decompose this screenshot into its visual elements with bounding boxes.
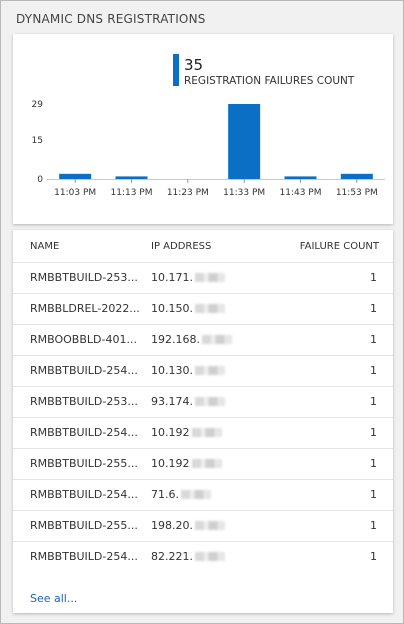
cell-ip: 93.174. bbox=[151, 395, 225, 408]
redaction-blur bbox=[195, 521, 225, 530]
cell-failure-count: 1 bbox=[370, 550, 377, 563]
cell-name: RMBBTBUILD-253... bbox=[30, 395, 138, 408]
legend-label: REGISTRATION FAILURES COUNT bbox=[184, 75, 355, 87]
y-tick-label: 15 bbox=[32, 136, 43, 146]
cell-failure-count: 1 bbox=[370, 519, 377, 532]
x-tick-label: 11:33 PM bbox=[223, 188, 265, 198]
redaction-blur bbox=[195, 366, 225, 375]
redaction-blur bbox=[191, 459, 222, 468]
chart-card[interactable]: 35 REGISTRATION FAILURES COUNT 0 15 29 11:03 … bbox=[13, 34, 393, 224]
bar[interactable] bbox=[284, 176, 317, 179]
cell-name: RMBOOBBLD-401... bbox=[30, 333, 137, 346]
see-all-link[interactable]: See all... bbox=[30, 592, 78, 605]
cell-ip: 198.20. bbox=[151, 519, 225, 532]
table-row[interactable]: RMBBTBUILD-253... 10.171. 1 bbox=[13, 263, 393, 294]
redaction-blur bbox=[191, 428, 222, 437]
cell-ip: 10.192 bbox=[151, 426, 222, 439]
bar[interactable] bbox=[340, 173, 373, 179]
cell-failure-count: 1 bbox=[370, 488, 377, 501]
cell-name: RMBBTBUILD-254... bbox=[30, 488, 138, 501]
header-failure-count[interactable]: FAILURE COUNT bbox=[299, 241, 379, 252]
cell-ip: 71.6. bbox=[151, 488, 211, 501]
registrations-table: NAME IP ADDRESS FAILURE COUNT RMBBTBUILD… bbox=[13, 230, 393, 613]
table-row[interactable]: RMBBTBUILD-254... 82.221. 1 bbox=[13, 542, 393, 572]
cell-failure-count: 1 bbox=[370, 457, 377, 470]
cell-name: RMBBTBUILD-254... bbox=[30, 364, 138, 377]
redaction-blur bbox=[195, 397, 225, 406]
cell-failure-count: 1 bbox=[370, 271, 377, 284]
redaction-blur bbox=[181, 490, 211, 499]
bar[interactable] bbox=[59, 173, 92, 179]
cell-ip: 10.171. bbox=[151, 271, 225, 284]
redaction-blur bbox=[195, 552, 225, 561]
table-body: RMBBTBUILD-253... 10.171. 1 RMBBLDREL-20… bbox=[13, 263, 393, 572]
table-row[interactable]: RMBBLDREL-2022... 10.150. 1 bbox=[13, 294, 393, 325]
cell-failure-count: 1 bbox=[370, 333, 377, 346]
header-name[interactable]: NAME bbox=[30, 241, 60, 252]
cell-failure-count: 1 bbox=[370, 395, 377, 408]
legend-color-marker bbox=[173, 54, 179, 86]
redaction-blur bbox=[201, 335, 232, 344]
bar[interactable] bbox=[228, 104, 261, 179]
cell-ip: 82.221. bbox=[151, 550, 225, 563]
cell-failure-count: 1 bbox=[370, 364, 377, 377]
table-row[interactable]: RMBOOBBLD-401... 192.168. 1 bbox=[13, 325, 393, 356]
table-row[interactable]: RMBBTBUILD-254... 71.6. 1 bbox=[13, 480, 393, 511]
cell-name: RMBBLDREL-2022... bbox=[30, 302, 140, 315]
x-tick-label: 11:23 PM bbox=[167, 188, 209, 198]
cell-ip: 192.168. bbox=[151, 333, 232, 346]
cell-ip: 10.192 bbox=[151, 457, 222, 470]
redaction-blur bbox=[195, 304, 225, 313]
x-tick-label: 11:03 PM bbox=[54, 188, 96, 198]
cell-name: RMBBTBUILD-254... bbox=[30, 426, 138, 439]
summary-value: 35 bbox=[184, 56, 203, 74]
y-tick-label: 0 bbox=[37, 175, 43, 185]
cell-name: RMBBTBUILD-255... bbox=[30, 457, 138, 470]
tile-title: DYNAMIC DNS REGISTRATIONS bbox=[16, 12, 206, 26]
cell-name: RMBBTBUILD-254... bbox=[30, 550, 138, 563]
cell-ip: 10.130. bbox=[151, 364, 225, 377]
table-header: NAME IP ADDRESS FAILURE COUNT bbox=[13, 230, 393, 263]
table-row[interactable]: RMBBTBUILD-255... 10.192 1 bbox=[13, 449, 393, 480]
table-row[interactable]: RMBBTBUILD-254... 10.192 1 bbox=[13, 418, 393, 449]
table-row[interactable]: RMBBTBUILD-255... 198.20. 1 bbox=[13, 511, 393, 542]
x-tick-label: 11:43 PM bbox=[280, 188, 322, 198]
cell-name: RMBBTBUILD-255... bbox=[30, 519, 138, 532]
table-row[interactable]: RMBBTBUILD-254... 10.130. 1 bbox=[13, 356, 393, 387]
cell-name: RMBBTBUILD-253... bbox=[30, 271, 138, 284]
x-tick-label: 11:13 PM bbox=[111, 188, 153, 198]
table-row[interactable]: RMBBTBUILD-253... 93.174. 1 bbox=[13, 387, 393, 418]
x-tick-label: 11:53 PM bbox=[336, 188, 378, 198]
cell-ip: 10.150. bbox=[151, 302, 225, 315]
cell-failure-count: 1 bbox=[370, 302, 377, 315]
cell-failure-count: 1 bbox=[370, 426, 377, 439]
header-ip-address[interactable]: IP ADDRESS bbox=[151, 241, 212, 252]
bar[interactable] bbox=[115, 176, 148, 179]
y-tick-label: 29 bbox=[32, 100, 44, 110]
redaction-blur bbox=[195, 273, 225, 282]
